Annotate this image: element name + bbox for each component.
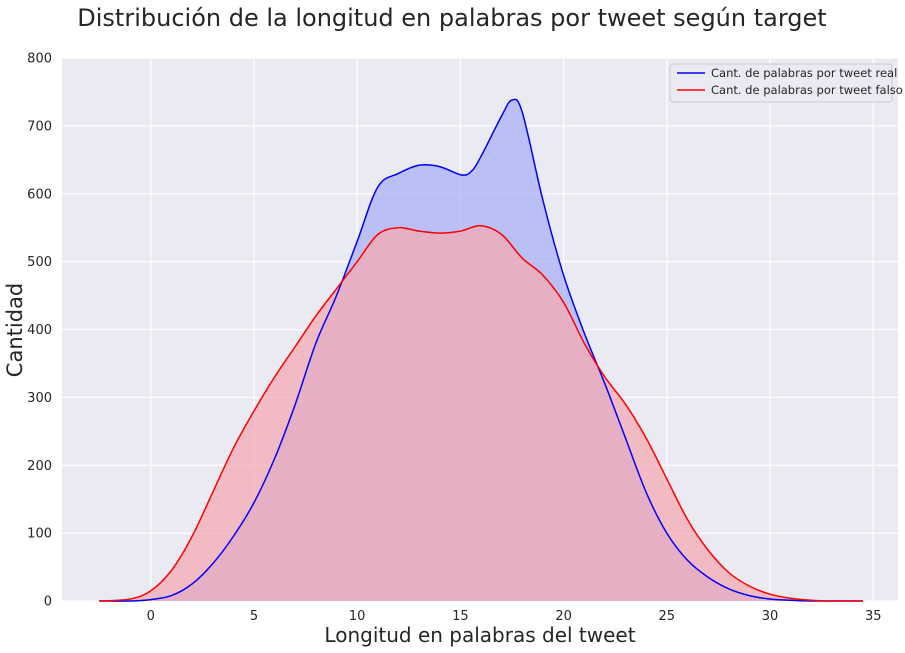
x-tick-label: 5 — [250, 609, 258, 624]
y-tick-label: 100 — [27, 527, 52, 542]
x-axis-label: Longitud en palabras del tweet — [324, 623, 635, 647]
x-tick-label: 35 — [865, 609, 882, 624]
x-tick-label: 30 — [762, 609, 779, 624]
series-line-1 — [99, 224, 863, 602]
legend-label-real: Cant. de palabras por tweet real — [711, 66, 897, 80]
chart-title: Distribución de la longitud en palabras … — [77, 4, 826, 32]
y-tick-label: 600 — [27, 187, 52, 202]
y-axis-label: Cantidad — [3, 283, 27, 377]
y-tick-label: 200 — [27, 459, 52, 474]
x-tick-label: 0 — [147, 609, 155, 624]
series-line-0 — [99, 98, 863, 602]
series-areas — [99, 99, 863, 602]
x-tick-label: 10 — [349, 609, 366, 624]
series-area-1 — [99, 225, 863, 602]
y-tick-label: 0 — [44, 595, 52, 610]
legend-label-fake: Cant. de palabras por tweet falso — [711, 83, 903, 97]
y-tick-labels: 0 100 200 300 400 500 600 700 800 — [27, 52, 52, 610]
x-tick-label: 20 — [555, 609, 572, 624]
x-tick-label: 25 — [659, 609, 676, 624]
y-tick-label: 400 — [27, 323, 52, 338]
series-lines — [99, 98, 863, 602]
y-tick-label: 500 — [27, 255, 52, 270]
y-tick-label: 700 — [27, 119, 52, 134]
legend-box — [669, 63, 893, 103]
x-tick-label: 15 — [452, 609, 469, 624]
y-tick-label: 300 — [27, 391, 52, 406]
x-tick-labels: 0 5 10 15 20 25 30 35 — [147, 609, 882, 624]
y-tick-label: 800 — [27, 52, 52, 67]
legend: Cant. de palabras por tweet real Cant. d… — [669, 63, 903, 103]
